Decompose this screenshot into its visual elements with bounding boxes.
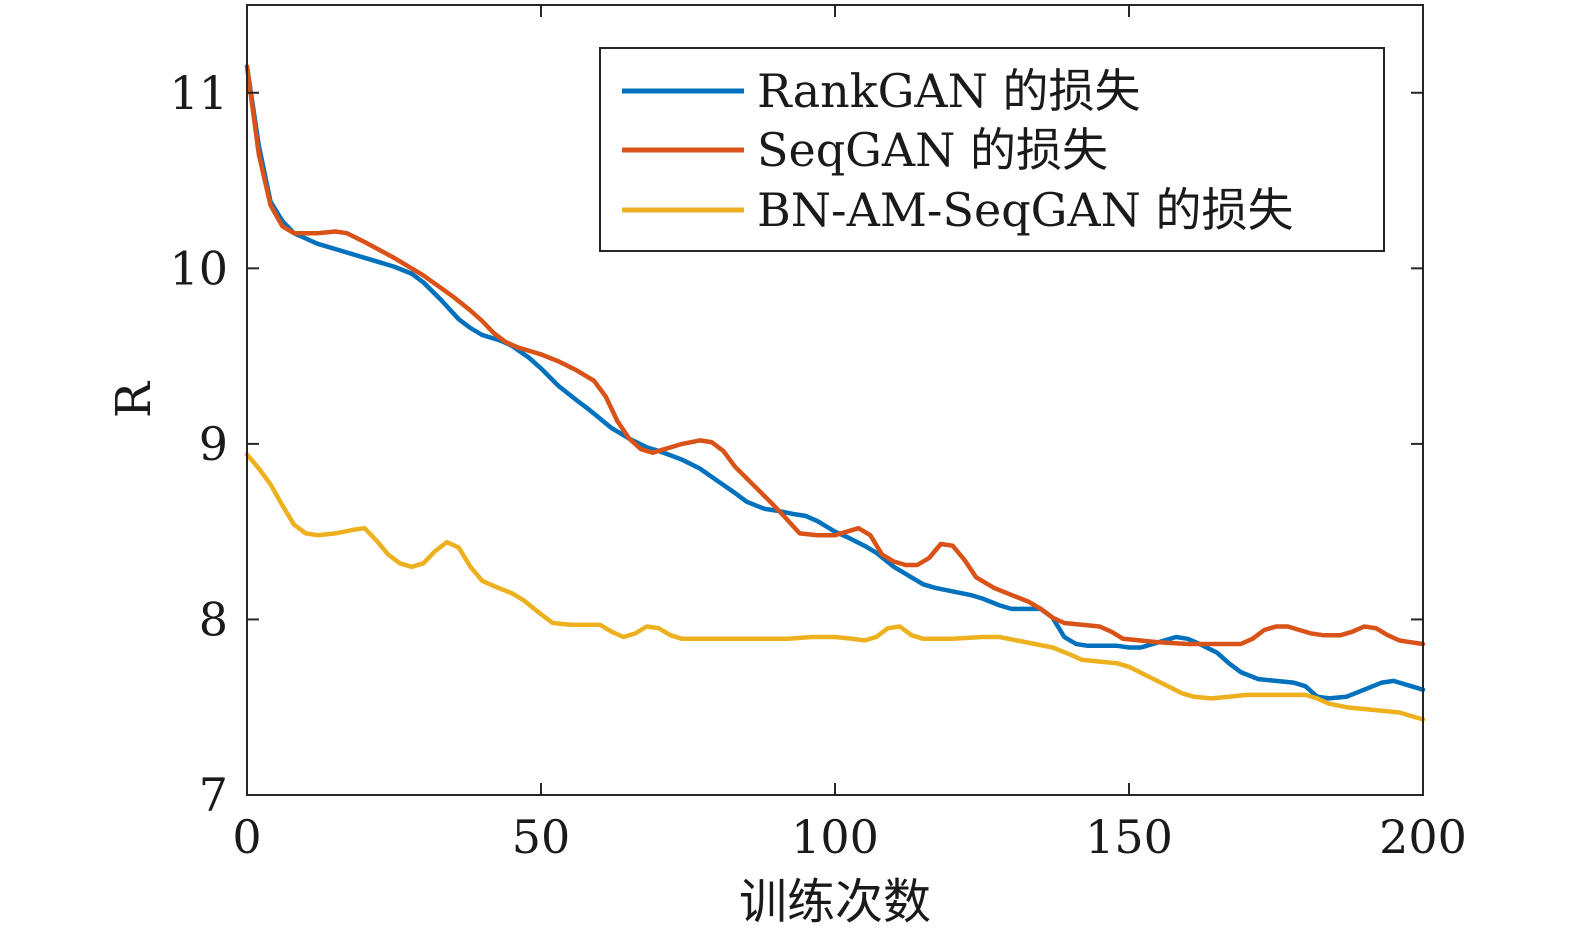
legend-label: RankGAN 的损失 (757, 64, 1140, 118)
y-tick-label: 10 (169, 241, 228, 295)
y-tick-label: 9 (199, 417, 228, 471)
series-layer (244, 64, 1426, 722)
x-tick-label: 150 (1085, 810, 1173, 864)
x-tick-label: 200 (1379, 810, 1467, 864)
ticks-layer: 0 50 100 150 200 7 8 9 10 11 (169, 5, 1467, 864)
x-tick-label: 50 (512, 810, 571, 864)
series-line-3 (244, 452, 1426, 722)
series-line-1 (244, 64, 1426, 701)
y-tick-label: 7 (199, 768, 228, 822)
legend-label: SeqGAN 的损失 (757, 123, 1108, 177)
x-tick-label: 0 (232, 810, 261, 864)
x-axis-title: 训练次数 (739, 874, 931, 930)
x-tick-label: 100 (791, 810, 879, 864)
y-tick-label: 8 (199, 592, 228, 646)
y-axis-title: R (106, 380, 162, 418)
legend-label: BN-AM-SeqGAN 的损失 (757, 183, 1293, 237)
series-line-2 (244, 64, 1426, 647)
y-tick-label: 11 (169, 66, 228, 120)
